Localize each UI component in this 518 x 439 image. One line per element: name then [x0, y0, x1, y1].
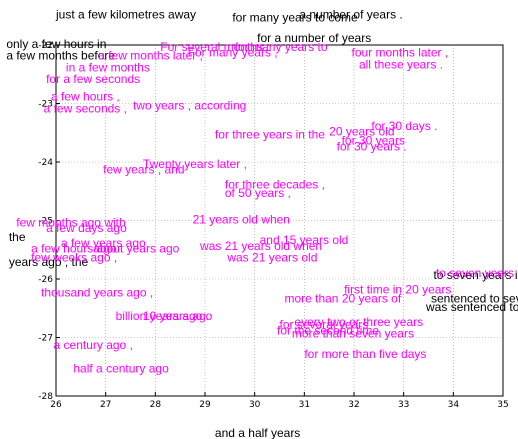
- phrase-label: for many years to come: [232, 11, 358, 25]
- x-tick-label: 29: [199, 400, 211, 410]
- phrase-label: and 15 years old: [260, 233, 349, 247]
- phrase-label: for three decades ,: [225, 177, 325, 191]
- phrase-label: to seven years in: [433, 268, 518, 282]
- phrase-label: first time in 20 years: [344, 283, 451, 297]
- phrase-label: 21 years old when: [193, 212, 290, 226]
- phrase-label: more than 20 years of: [284, 291, 401, 305]
- y-tick-label: -27: [38, 334, 53, 344]
- phrase-label: billion years ago .: [116, 309, 209, 323]
- phrase-label: a few hours ago: [31, 242, 117, 256]
- y-tick-label: -25: [38, 217, 53, 227]
- phrase-label: for a few seconds: [46, 72, 140, 86]
- y-tick-label: -28: [38, 392, 53, 402]
- phrase-label: in a few months: [66, 60, 150, 74]
- phrase-label: for more than five days: [304, 347, 426, 361]
- y-tick-label: -22: [38, 41, 53, 51]
- phrase-label: for a number of years: [257, 31, 371, 45]
- phrase-labels: just a few kilometres away for many years…: [6, 8, 518, 439]
- x-tick-label: 32: [348, 400, 359, 410]
- x-tick-label: 33: [398, 400, 409, 410]
- phrase-label: Twenty years later ,: [143, 157, 247, 171]
- phrase-label: all these years .: [359, 57, 443, 71]
- y-tick-label: -26: [38, 275, 53, 285]
- phrase-label: years ago , the: [9, 255, 89, 269]
- phrase-label: for several years: [280, 318, 369, 332]
- phrase-label: for 30 years: [342, 133, 405, 147]
- phrase-label: few weeks ago ,: [31, 250, 117, 264]
- phrase-label: of 50 years ,: [225, 186, 291, 200]
- phrase-label: two years , according: [133, 98, 246, 112]
- axis-ticks: 26 27 28 29 30 31 32 33 34 35 -22 -23 -24 -25 -26 -27 -2…: [38, 41, 508, 410]
- phrase-label: for the second time: [277, 324, 379, 338]
- phrase-label: For many years ,: [188, 46, 278, 60]
- x-tick-label: 35: [497, 400, 508, 410]
- y-tick-label: -24: [38, 158, 53, 168]
- grid-lines: [56, 45, 503, 396]
- phrase-label: half a century ago: [73, 362, 169, 376]
- phrase-label: thousand years ago ,: [41, 286, 153, 300]
- x-tick-label: 34: [448, 400, 460, 410]
- phrase-label: a few years ago: [61, 236, 146, 250]
- phrase-label: few months ago with: [16, 215, 125, 229]
- phrase-label: four months later ,: [352, 46, 449, 60]
- phrase-label: to seven years in: [436, 266, 518, 280]
- phrase-label: just a few kilometres away: [55, 8, 196, 22]
- phrase-label: a few seconds ,: [44, 101, 127, 115]
- phrase-label: for three years in the: [215, 128, 325, 142]
- phrase-label: was sentenced to: [425, 300, 518, 314]
- x-tick-label: 26: [50, 400, 62, 410]
- phrase-label: more than seven years: [292, 327, 414, 341]
- phrase-label: for many years to: [235, 40, 328, 54]
- x-tick-label: 27: [100, 400, 111, 410]
- phrase-label: a few hours ,: [51, 90, 120, 104]
- phrase-label: and a half years: [215, 426, 300, 439]
- phrase-label: every two or three years: [294, 315, 423, 329]
- x-tick-label: 28: [150, 400, 162, 410]
- phrase-label: a few months later ,: [98, 49, 203, 63]
- phrase-label: about years ago: [93, 242, 179, 256]
- phrase-label: the: [9, 230, 26, 244]
- phrase-label: was 21 years old: [226, 250, 317, 264]
- phrase-label: a century ago ,: [54, 338, 133, 352]
- x-tick-label: 31: [299, 400, 310, 410]
- y-tick-label: -23: [38, 100, 53, 110]
- phrase-label: For several months: [160, 40, 263, 54]
- x-tick-label: 30: [249, 400, 261, 410]
- phrase-label: only a few hours in: [6, 37, 106, 51]
- phrase-label: 10 years ago: [143, 309, 213, 323]
- phrase-label: a number of years .: [299, 8, 402, 22]
- phrase-label: sentenced to sev: [431, 291, 518, 305]
- phrase-label: for 30 years .: [337, 139, 407, 153]
- phrase-label: a few months before: [6, 49, 115, 63]
- phrase-label: few years , and: [103, 163, 184, 177]
- phrase-label: 20 years old: [329, 125, 394, 139]
- phrase-label: a few days ago: [46, 221, 127, 235]
- phrase-label: was 21 years old when: [199, 239, 322, 253]
- phrase-label: for 30 days .: [371, 119, 437, 133]
